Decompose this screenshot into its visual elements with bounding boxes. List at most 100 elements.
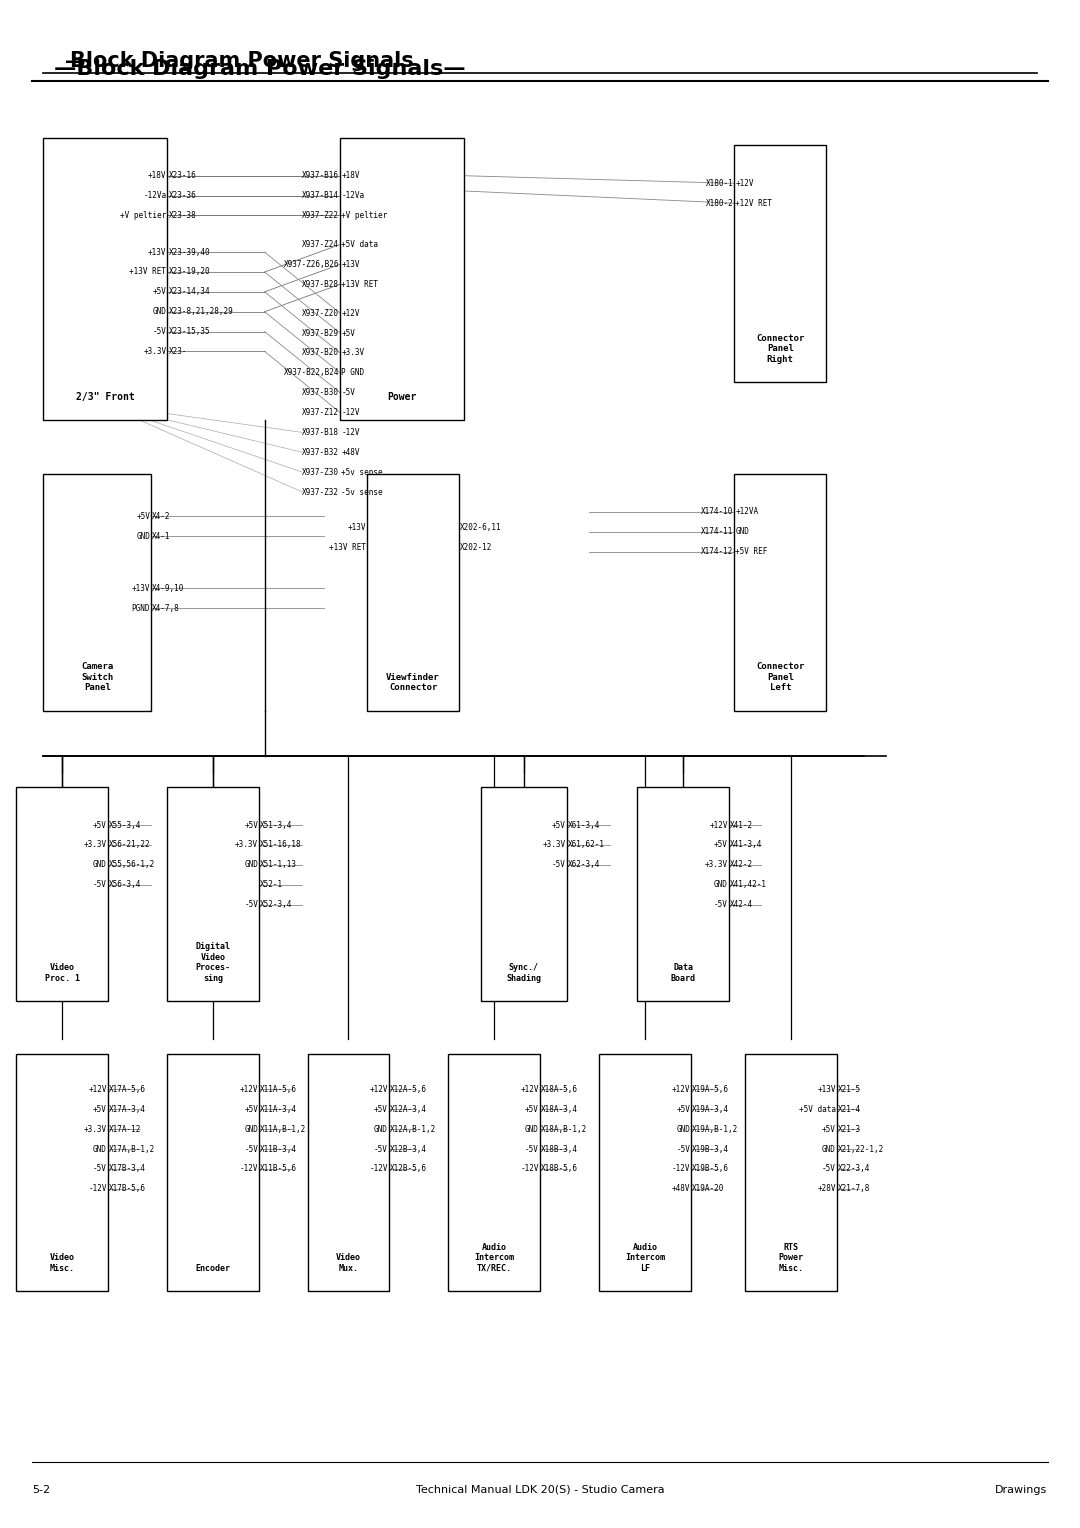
- Text: -5V: -5V: [93, 1164, 107, 1174]
- Text: +48V: +48V: [341, 448, 360, 457]
- Text: GND: GND: [244, 860, 258, 869]
- FancyBboxPatch shape: [637, 787, 729, 1001]
- Text: 2/3" Front: 2/3" Front: [76, 391, 135, 402]
- Text: X937-B32: X937-B32: [302, 448, 339, 457]
- FancyBboxPatch shape: [43, 474, 151, 711]
- Text: X18A,B-1,2: X18A,B-1,2: [541, 1125, 588, 1134]
- Text: Block Diagram Power Signals: Block Diagram Power Signals: [70, 50, 414, 72]
- Text: —Block Diagram Power Signals—: —Block Diagram Power Signals—: [54, 58, 465, 79]
- Text: +13V: +13V: [148, 248, 166, 257]
- Text: +12V: +12V: [521, 1085, 539, 1094]
- Text: X12B-3,4: X12B-3,4: [390, 1144, 427, 1154]
- Text: +13V RET: +13V RET: [341, 280, 378, 289]
- Text: +3.3V: +3.3V: [235, 840, 258, 850]
- Text: GND: GND: [714, 880, 728, 889]
- Text: -5V: -5V: [374, 1144, 388, 1154]
- Text: X937-B16: X937-B16: [302, 171, 339, 180]
- Text: X937-Z32: X937-Z32: [302, 487, 339, 497]
- Text: +3.3V: +3.3V: [341, 348, 364, 358]
- Text: -5V: -5V: [93, 880, 107, 889]
- Text: Video
Mux.: Video Mux.: [336, 1253, 361, 1273]
- Text: -5V: -5V: [676, 1144, 690, 1154]
- Text: +48V: +48V: [672, 1184, 690, 1193]
- Text: X11B-3,4: X11B-3,4: [260, 1144, 297, 1154]
- Text: X4-1: X4-1: [152, 532, 171, 541]
- Text: X23-15,35: X23-15,35: [168, 327, 211, 336]
- FancyBboxPatch shape: [308, 1054, 389, 1291]
- Text: +5V: +5V: [136, 512, 150, 521]
- Text: X23-14,34: X23-14,34: [168, 287, 211, 296]
- Text: X11A,B-1,2: X11A,B-1,2: [260, 1125, 307, 1134]
- Text: X937-Z30: X937-Z30: [302, 468, 339, 477]
- Text: +V peltier: +V peltier: [120, 211, 166, 220]
- Text: X21-4: X21-4: [838, 1105, 861, 1114]
- Text: +13V: +13V: [348, 523, 366, 532]
- Text: GND: GND: [136, 532, 150, 541]
- Text: -5v sense: -5v sense: [341, 487, 383, 497]
- Text: GND: GND: [152, 307, 166, 316]
- Text: X937-B29: X937-B29: [302, 329, 339, 338]
- FancyBboxPatch shape: [599, 1054, 691, 1291]
- Text: X21-7,8: X21-7,8: [838, 1184, 870, 1193]
- Text: +5V data: +5V data: [799, 1105, 836, 1114]
- Text: RTS
Power
Misc.: RTS Power Misc.: [779, 1242, 804, 1273]
- Text: +5V: +5V: [714, 840, 728, 850]
- Text: GND: GND: [93, 1144, 107, 1154]
- Text: X18A-3,4: X18A-3,4: [541, 1105, 578, 1114]
- FancyBboxPatch shape: [734, 145, 826, 382]
- Text: X21-3: X21-3: [838, 1125, 861, 1134]
- FancyBboxPatch shape: [481, 787, 567, 1001]
- Text: -12V: -12V: [341, 408, 360, 417]
- Text: X41,42-1: X41,42-1: [730, 880, 767, 889]
- Text: Power: Power: [388, 391, 417, 402]
- Text: X42-4: X42-4: [730, 900, 753, 909]
- Text: X23-8,21,28,29: X23-8,21,28,29: [168, 307, 233, 316]
- Text: +V peltier: +V peltier: [341, 211, 388, 220]
- Text: Sync./
Shading: Sync./ Shading: [507, 963, 541, 983]
- Text: X23-16: X23-16: [168, 171, 197, 180]
- Text: X51-3,4: X51-3,4: [260, 821, 293, 830]
- Text: X51-1,13: X51-1,13: [260, 860, 297, 869]
- Text: X19B-5,6: X19B-5,6: [692, 1164, 729, 1174]
- Text: -5V: -5V: [714, 900, 728, 909]
- Text: GND: GND: [525, 1125, 539, 1134]
- FancyBboxPatch shape: [448, 1054, 540, 1291]
- Text: +12V: +12V: [735, 179, 754, 188]
- Text: Digital
Video
Proces-
sing: Digital Video Proces- sing: [195, 943, 231, 983]
- Text: Connector
Panel
Left: Connector Panel Left: [756, 662, 805, 692]
- Text: +5V: +5V: [525, 1105, 539, 1114]
- Text: +12V: +12V: [672, 1085, 690, 1094]
- Text: X19A-5,6: X19A-5,6: [692, 1085, 729, 1094]
- Text: +28V: +28V: [818, 1184, 836, 1193]
- Text: X174-12: X174-12: [701, 547, 733, 556]
- Text: +5V: +5V: [244, 1105, 258, 1114]
- Text: X17A-3,4: X17A-3,4: [109, 1105, 146, 1114]
- Text: +13V: +13V: [818, 1085, 836, 1094]
- Text: +5V data: +5V data: [341, 240, 378, 249]
- Text: X11A-3,4: X11A-3,4: [260, 1105, 297, 1114]
- Text: X23-19,20: X23-19,20: [168, 267, 211, 277]
- Text: +3.3V: +3.3V: [705, 860, 728, 869]
- Text: +13V: +13V: [341, 260, 360, 269]
- Text: X174-10: X174-10: [701, 507, 733, 516]
- Text: GND: GND: [244, 1125, 258, 1134]
- Text: Audio
Intercom
LF: Audio Intercom LF: [625, 1242, 665, 1273]
- Text: X19A,B-1,2: X19A,B-1,2: [692, 1125, 739, 1134]
- Text: X937-B30: X937-B30: [302, 388, 339, 397]
- Text: +12V: +12V: [240, 1085, 258, 1094]
- FancyBboxPatch shape: [734, 474, 826, 711]
- Text: +5V: +5V: [93, 1105, 107, 1114]
- Text: X17A-12: X17A-12: [109, 1125, 141, 1134]
- Text: +13V RET: +13V RET: [130, 267, 166, 277]
- Text: -5V: -5V: [244, 900, 258, 909]
- Text: Data
Board: Data Board: [671, 963, 696, 983]
- Text: X55,56-1,2: X55,56-1,2: [109, 860, 156, 869]
- Text: X22-3,4: X22-3,4: [838, 1164, 870, 1174]
- Text: X4-9,10: X4-9,10: [152, 584, 185, 593]
- Text: Drawings: Drawings: [996, 1485, 1048, 1494]
- Text: X42-2: X42-2: [730, 860, 753, 869]
- Text: -5V: -5V: [552, 860, 566, 869]
- Text: X23-: X23-: [168, 347, 187, 356]
- Text: X55-3,4: X55-3,4: [109, 821, 141, 830]
- FancyBboxPatch shape: [16, 787, 108, 1001]
